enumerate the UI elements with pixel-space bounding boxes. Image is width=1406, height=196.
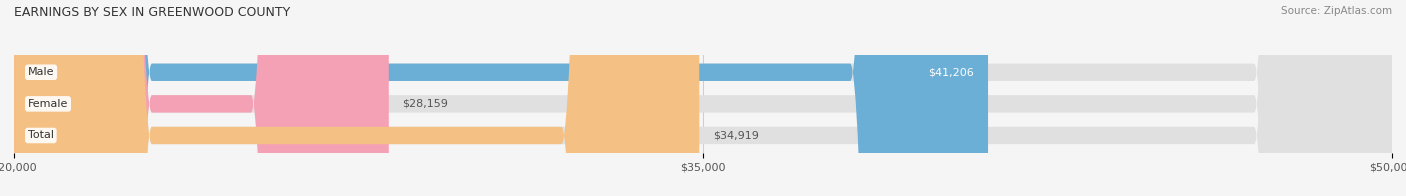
FancyBboxPatch shape [14, 0, 699, 196]
Text: $34,919: $34,919 [713, 131, 759, 141]
Text: Female: Female [28, 99, 69, 109]
FancyBboxPatch shape [14, 0, 1392, 196]
Text: $28,159: $28,159 [402, 99, 449, 109]
Text: EARNINGS BY SEX IN GREENWOOD COUNTY: EARNINGS BY SEX IN GREENWOOD COUNTY [14, 6, 290, 19]
Text: Source: ZipAtlas.com: Source: ZipAtlas.com [1281, 6, 1392, 16]
FancyBboxPatch shape [14, 0, 1392, 196]
FancyBboxPatch shape [14, 0, 389, 196]
FancyBboxPatch shape [14, 0, 988, 196]
Text: Male: Male [28, 67, 55, 77]
Text: $41,206: $41,206 [928, 67, 974, 77]
FancyBboxPatch shape [14, 0, 1392, 196]
Text: Total: Total [28, 131, 53, 141]
